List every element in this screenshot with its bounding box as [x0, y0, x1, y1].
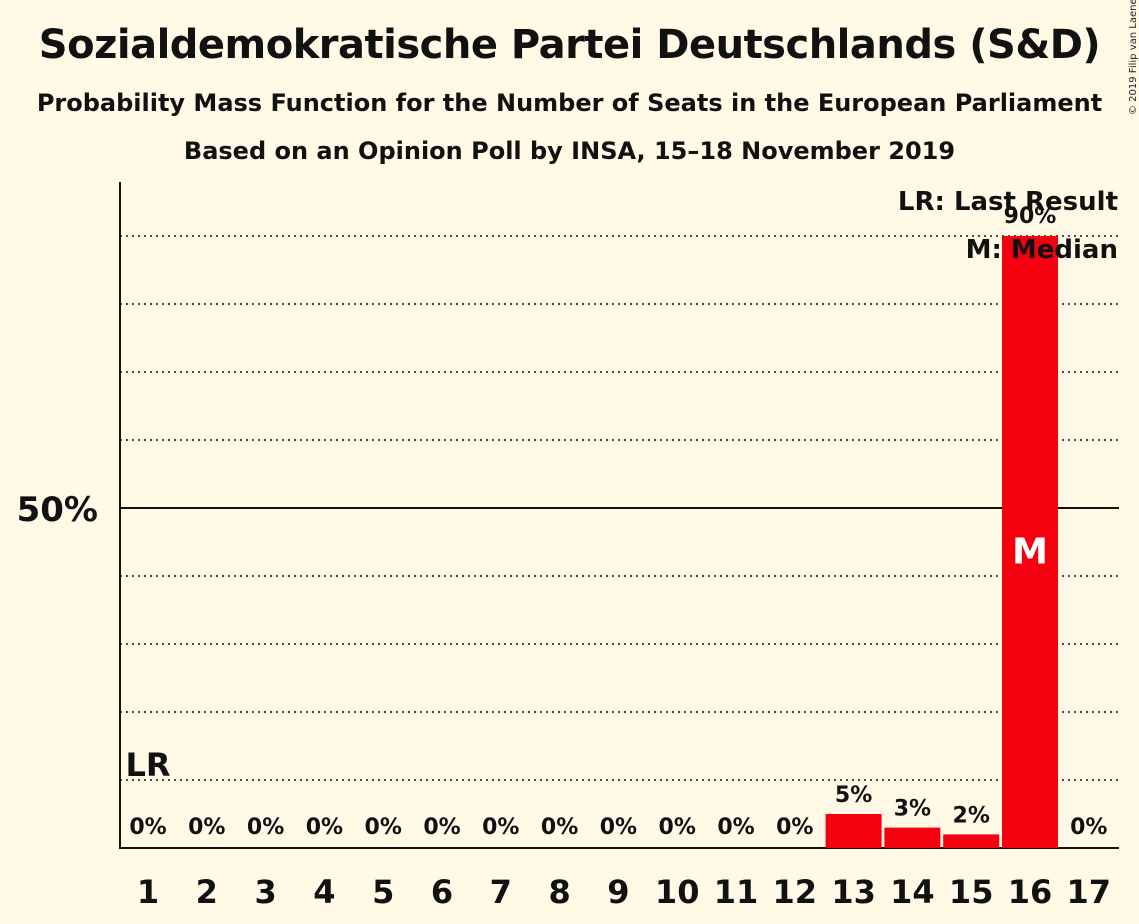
x-tick-label: 15 [949, 873, 994, 911]
data-label: 0% [423, 815, 460, 840]
chart-subtitle: Probability Mass Function for the Number… [36, 89, 1103, 117]
data-label: 0% [717, 815, 754, 840]
x-tick-label: 11 [714, 873, 759, 911]
data-label: 0% [659, 815, 696, 840]
data-label: 5% [835, 783, 872, 808]
chart-subtitle-poll: Based on an Opinion Poll by INSA, 15–18 … [183, 137, 956, 165]
bar [943, 834, 1000, 848]
x-tick-label: 16 [1008, 873, 1053, 911]
x-tick-label: 14 [890, 873, 935, 911]
y-tick-label: 50% [17, 490, 98, 530]
x-tick-label: 12 [773, 873, 818, 911]
bar [884, 827, 941, 848]
x-tick-label: 9 [607, 873, 629, 911]
x-tick-label: 4 [313, 873, 335, 911]
chart-title: Sozialdemokratische Partei Deutschlands … [38, 22, 1101, 68]
legend-entry: M: Median [966, 235, 1118, 265]
x-tick-label: 6 [431, 873, 453, 911]
data-label: 0% [365, 815, 402, 840]
x-tick-label: 13 [831, 873, 876, 911]
data-label: 0% [482, 815, 519, 840]
data-label: 0% [600, 815, 637, 840]
data-label: 90% [1004, 204, 1057, 229]
x-tick-label: 7 [490, 873, 512, 911]
data-label: 0% [541, 815, 578, 840]
x-tick-label: 3 [254, 873, 276, 911]
last-result-marker: LR [125, 746, 170, 784]
bar [825, 814, 882, 848]
x-tick-label: 2 [196, 873, 218, 911]
legend-entry: LR: Last Result [898, 187, 1118, 217]
x-tick-label: 1 [137, 873, 159, 911]
x-tick-label: 8 [548, 873, 570, 911]
data-label: 0% [247, 815, 284, 840]
data-label: 2% [953, 803, 990, 828]
x-tick-label: 17 [1067, 873, 1112, 911]
median-marker: M [1012, 532, 1048, 573]
data-label: 3% [894, 797, 931, 822]
x-tick-label: 5 [372, 873, 394, 911]
data-label: 0% [129, 815, 166, 840]
data-label: 0% [776, 815, 813, 840]
bar [1002, 236, 1058, 848]
data-label: 0% [306, 815, 343, 840]
data-label: 0% [188, 815, 225, 840]
x-tick-label: 10 [655, 873, 700, 911]
data-label: 0% [1070, 815, 1107, 840]
